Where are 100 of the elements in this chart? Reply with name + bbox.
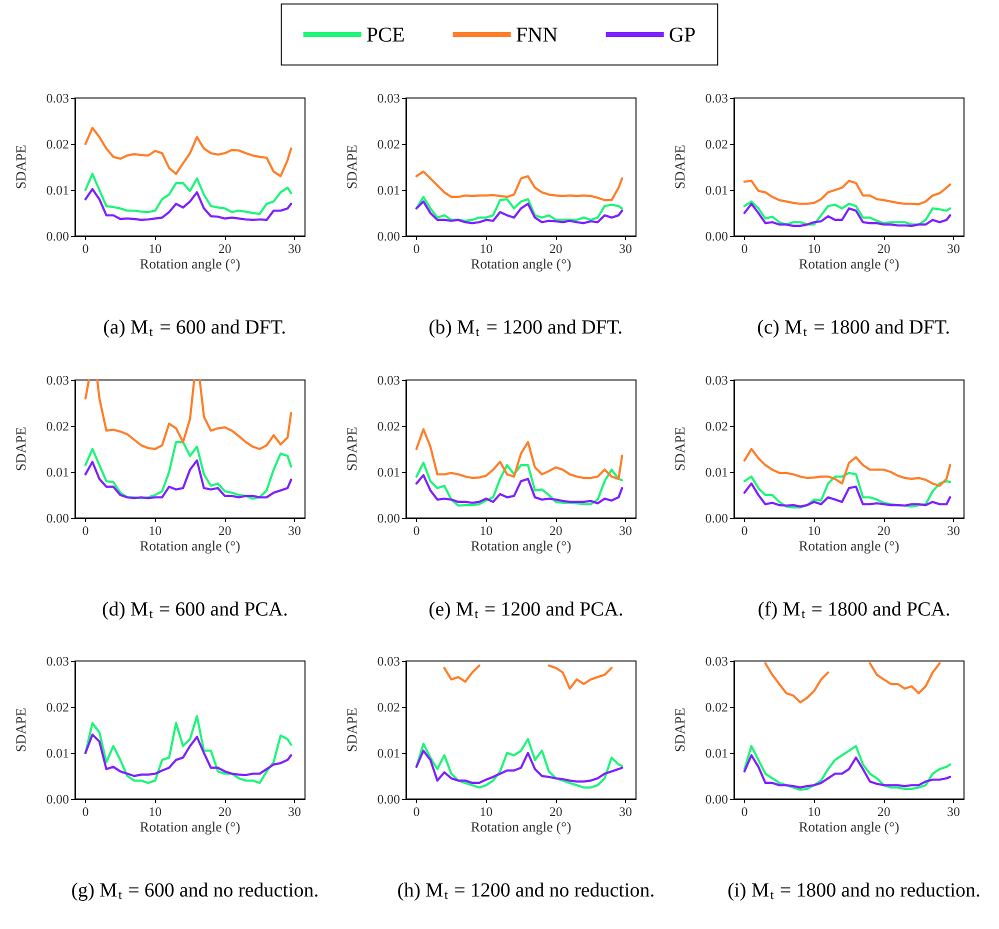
line-series — [84, 459, 292, 500]
y-tick-label: 0.02 — [377, 418, 400, 434]
x-tick-label: 30 — [288, 241, 302, 256]
y-axis-title: SDAPE — [674, 426, 688, 472]
x-tick-label: 30 — [947, 241, 960, 256]
x-tick-label: 0 — [413, 523, 420, 538]
x-tick-label: 10 — [808, 523, 821, 538]
x-tick-label: 30 — [619, 523, 632, 538]
y-tick-label: 0.02 — [46, 136, 69, 152]
y-tick-label: 0.01 — [46, 746, 69, 760]
x-tick-label: 20 — [877, 804, 890, 819]
x-tick-label: 30 — [288, 804, 302, 819]
y-tick-label: 0.01 — [377, 746, 400, 760]
x-tick-label: 0 — [741, 804, 748, 819]
y-tick-label: 0.03 — [377, 372, 400, 388]
y-tick-label: 0.01 — [705, 464, 728, 480]
text: (a) Mt = 600 and DFT. — [103, 316, 286, 339]
line-series — [743, 448, 952, 487]
y-tick-label: 0.01 — [46, 464, 69, 480]
y-tick-label: 0.03 — [705, 372, 728, 388]
x-axis-title: Rotation angle (°) — [140, 258, 241, 272]
x-tick-label: 20 — [877, 241, 890, 256]
y-tick-label: 0.03 — [377, 90, 400, 106]
y-tick-label: 0.02 — [377, 136, 400, 152]
text: (f) Mt = 1800 and PCA. — [758, 598, 950, 621]
x-tick-label: 20 — [549, 241, 562, 256]
x-tick-label: 20 — [218, 523, 232, 538]
x-tick-label: 30 — [947, 523, 960, 538]
x-tick-label: 30 — [619, 241, 632, 256]
x-tick-label: 30 — [619, 804, 632, 819]
legend-label: GP — [668, 22, 696, 46]
x-tick-label: 0 — [82, 241, 89, 256]
y-tick-label: 0.02 — [46, 700, 69, 714]
line-series — [84, 188, 292, 221]
line-series — [415, 750, 624, 784]
x-axis-title: Rotation angle (°) — [140, 820, 241, 836]
line-series — [415, 428, 624, 480]
x-axis-title: Rotation angle (°) — [798, 258, 900, 272]
x-axis-title: Rotation angle (°) — [140, 540, 241, 554]
x-tick-label: 20 — [877, 523, 890, 538]
y-tick-label: 0.00 — [377, 228, 400, 244]
x-tick-label: 10 — [148, 523, 162, 538]
x-tick-label: 10 — [808, 241, 821, 256]
x-axis-title: Rotation angle (°) — [798, 820, 900, 836]
x-tick-label: 10 — [148, 804, 162, 819]
line-series — [743, 482, 952, 508]
line-series — [743, 754, 952, 789]
x-tick-label: 10 — [808, 804, 821, 819]
y-tick-label: 0.00 — [46, 510, 69, 526]
text: (h) Mt = 1200 and no reduction. — [397, 880, 655, 902]
x-tick-label: 20 — [218, 241, 232, 256]
x-axis-title: Rotation angle (°) — [470, 258, 572, 272]
x-tick-label: 20 — [218, 804, 232, 819]
x-tick-label: 20 — [549, 804, 562, 819]
x-tick-label: 0 — [82, 804, 89, 819]
y-tick-label: 0.01 — [46, 182, 69, 198]
x-tick-label: 30 — [947, 804, 960, 819]
y-tick-label: 0.03 — [46, 372, 69, 388]
line-series — [84, 172, 292, 216]
x-tick-label: 0 — [82, 523, 89, 538]
line-series — [415, 474, 624, 504]
x-tick-label: 10 — [480, 523, 493, 538]
line-series — [84, 126, 292, 178]
y-tick-label: 0.00 — [377, 510, 400, 526]
y-tick-label: 0.01 — [377, 182, 400, 198]
y-tick-label: 0.02 — [705, 136, 728, 152]
y-axis-title: SDAPE — [674, 144, 688, 190]
x-tick-label: 0 — [413, 804, 420, 819]
x-tick-label: 20 — [549, 523, 562, 538]
text: (e) Mt = 1200 and PCA. — [428, 598, 624, 621]
x-tick-label: 10 — [480, 804, 493, 819]
y-tick-label: 0.03 — [46, 90, 69, 106]
y-tick-label: 0.00 — [705, 228, 728, 244]
y-axis-title: SDAPE — [14, 426, 30, 472]
line-series — [415, 200, 624, 224]
line-series — [84, 715, 292, 784]
x-tick-label: 0 — [741, 523, 748, 538]
x-tick-label: 10 — [480, 241, 493, 256]
y-axis-title: SDAPE — [14, 144, 30, 190]
text: (c) Mt = 1800 and DFT. — [757, 316, 950, 339]
line-series — [743, 180, 952, 206]
legend-label: FNN — [516, 22, 558, 46]
y-tick-label: 0.00 — [377, 792, 400, 806]
line-series — [415, 196, 624, 222]
y-tick-label: 0.00 — [705, 792, 728, 806]
text: (i) Mt = 1800 and no reduction. — [727, 880, 981, 902]
legend-label: PCE — [366, 22, 405, 46]
text: (b) Mt = 1200 and DFT. — [428, 316, 623, 339]
y-tick-label: 0.02 — [705, 700, 728, 714]
y-tick-label: 0.01 — [377, 464, 400, 480]
x-axis-title: Rotation angle (°) — [798, 540, 900, 554]
x-tick-label: 30 — [288, 523, 302, 538]
y-axis-title: SDAPE — [14, 708, 30, 752]
x-tick-label: 10 — [148, 241, 162, 256]
x-tick-label: 0 — [413, 241, 420, 256]
y-tick-label: 0.01 — [705, 746, 728, 760]
line-series — [743, 745, 952, 791]
y-tick-label: 0.03 — [46, 654, 69, 668]
line-series — [84, 441, 292, 500]
y-tick-label: 0.03 — [705, 90, 728, 106]
